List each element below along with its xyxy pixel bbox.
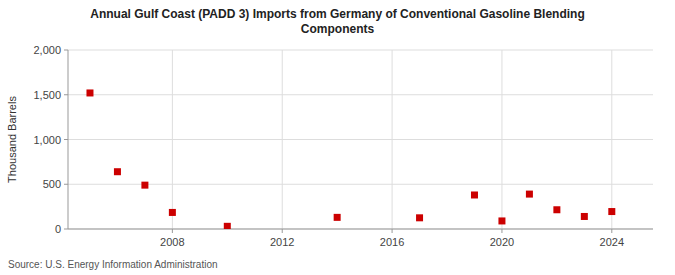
title: Annual Gulf Coast (PADD 3) Imports from … [90,7,584,36]
y-axis-label: Thousand Barrels [6,96,18,183]
y-grid-line [68,94,653,95]
x-grid-line [611,50,612,229]
point [581,213,588,220]
y-tick-label: 1,000 [33,134,61,146]
x-tick [611,229,612,233]
x-grid-line [501,50,502,229]
y-tick-label: 2,000 [33,44,61,56]
title-line: Components [301,22,375,36]
y-tick-label: 500 [43,178,61,190]
y-tick [64,229,68,230]
x-tick [282,229,283,233]
x-grid-line [172,50,173,229]
x-tick-label: 2020 [490,236,514,248]
point [608,208,615,215]
y-tick-label: 1,500 [33,89,61,101]
chart-svg: Annual Gulf Coast (PADD 3) Imports from … [0,0,675,275]
y-tick [64,94,68,95]
y-tick [64,50,68,51]
point [471,191,478,198]
x-tick-label: 2016 [380,236,404,248]
axes: 0 500 1,000 1,500 2,000 2008 2012 2016 2020 2024 [33,44,653,248]
y-axis-line [68,50,69,229]
y-tick [64,139,68,140]
point [498,217,505,224]
y-grid-line [68,184,653,185]
y-grid-line [68,50,653,51]
y-grid-line [68,229,653,230]
x-tick [172,229,173,233]
x-grid-line [282,50,283,229]
source-note: Source: U.S. Energy Information Administ… [8,259,218,270]
point [169,209,176,216]
x-grid-line [392,50,393,229]
point [416,214,423,221]
y-tick [64,184,68,185]
points [86,89,615,229]
y-tick-label: 0 [55,223,61,235]
title-line: Annual Gulf Coast (PADD 3) Imports from … [90,7,584,21]
x-tick-label: 2008 [160,236,184,248]
point [114,168,121,175]
x-tick-label: 2012 [270,236,294,248]
grid [68,50,653,229]
point [553,206,560,213]
point [334,214,341,221]
point [141,182,148,189]
chart-container: Annual Gulf Coast (PADD 3) Imports from … [0,0,675,275]
x-tick [392,229,393,233]
point [526,191,533,198]
x-tick-label: 2024 [600,236,624,248]
y-grid-line [68,139,653,140]
point [224,223,231,229]
x-tick [501,229,502,233]
point [86,89,93,96]
x-axis-line [68,229,653,230]
